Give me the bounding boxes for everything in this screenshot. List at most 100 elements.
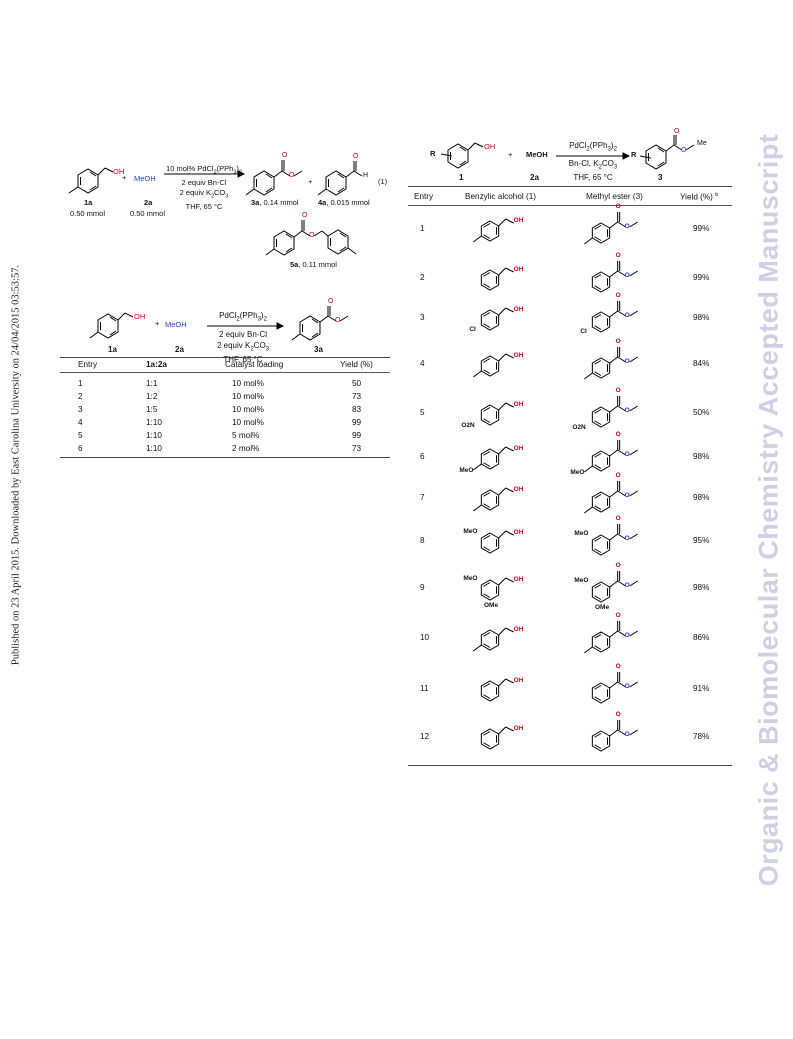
benzylic-alcohol-structure: OH (458, 713, 548, 761)
table1-cell: 1 (78, 379, 83, 388)
scheme1-plus2: + (308, 177, 313, 186)
benzylic-alcohol-structure: OH (458, 340, 548, 388)
table2-header-ester: Methyl ester (3) (586, 192, 643, 201)
table1-cell: 50 (352, 379, 362, 388)
carbonyl-o-label: O (615, 612, 621, 619)
table1-cell: 1:10 (146, 418, 162, 427)
table2-me-label: Me (697, 140, 707, 147)
ester-o-label: O (624, 632, 630, 639)
benzylic-alcohol-structure: OH O2N (458, 389, 548, 437)
carbonyl-o-label: O (615, 338, 621, 345)
table1-plus: + (155, 319, 160, 328)
scheme1-reagent-amount: 0.50 mmol (130, 209, 166, 218)
table2-entry: 9 (420, 583, 425, 592)
table2-yield: 84% (693, 359, 710, 368)
table1-cell: 10 mol% (232, 418, 264, 427)
table1-cell: 99 (352, 431, 362, 440)
table1-cell: 1:1 (146, 379, 158, 388)
table1-cell: 5 mol% (232, 431, 260, 440)
carbonyl-o-label: O (615, 292, 621, 299)
ester-o-label: O (624, 312, 630, 319)
table1-cell: 4 (78, 418, 83, 427)
scheme1-prod3: 3a, 0.14 mmol (251, 198, 299, 207)
scheme1-sm-amount: 0.50 mmol (70, 209, 106, 218)
meo-label: MeO (463, 575, 478, 582)
methyl-ester-structure: O O MeO (573, 515, 663, 565)
meo-label: MeO (574, 530, 589, 537)
ester-o-label: O (624, 358, 630, 365)
meo-label: MeO (459, 467, 474, 474)
table2-r-label: R (430, 149, 436, 158)
table2-yield: 98% (693, 452, 710, 461)
table1-reagent-id: 2a (175, 345, 184, 354)
meo-label: MeO (463, 528, 478, 535)
table1-meoh: MeOH (165, 320, 187, 329)
scheme1-arrow (164, 170, 246, 178)
scheme1-sm-id: 1a (84, 198, 93, 207)
cl-label: Cl (580, 328, 587, 335)
table2-yield: 78% (693, 732, 710, 741)
table1-cell: 73 (352, 392, 362, 401)
table2-yield: 98% (693, 313, 710, 322)
carbonyl-o-label: O (615, 252, 621, 259)
table2-yield: 99% (693, 224, 710, 233)
ester-o-label: O (624, 535, 630, 542)
table2-yield: 50% (693, 408, 710, 417)
table2-yield: 98% (693, 583, 710, 592)
table1-sm-id: 1a (108, 345, 117, 354)
oh-label: OH (513, 217, 524, 224)
benzylic-alcohol-structure: OH (458, 205, 548, 253)
benzylic-alcohol-structure: OH MeO (458, 517, 548, 565)
methyl-ester-structure: O O Cl (573, 292, 663, 342)
table1-cell: 1:5 (146, 405, 158, 414)
table2-entry: 6 (420, 452, 425, 461)
carbonyl-o-label: O (615, 203, 621, 210)
methyl-ester-structure: O O MeO OMe (573, 562, 663, 612)
table2-entry: 5 (420, 408, 425, 417)
table1-cell: 2 mol% (232, 444, 260, 453)
table1-header-entry: Entry (78, 360, 98, 369)
table2-substrate-scope: R OH + MeOH R O O Me PdCl2(PPh3)2 Bn-Cl,… (408, 128, 732, 773)
table1-cell: 1:2 (146, 392, 158, 401)
table1-scheme-structures (89, 306, 349, 341)
benzylic-alcohol-structure: OH MeO (458, 433, 548, 481)
ester-o-label: O (624, 582, 630, 589)
benzylic-alcohol-structure: OH MeO OMe (458, 564, 548, 612)
methyl-ester-structure: O O MeO (570, 431, 663, 481)
benzylic-alcohol-structure: OH (458, 665, 548, 713)
oh-label: OH (513, 576, 524, 583)
table1-cell: 5 (78, 431, 83, 440)
table1-header-catalyst: Catalyst loading (225, 360, 284, 369)
oh-label: OH (513, 401, 524, 408)
table2-entry: 4 (420, 359, 425, 368)
carbonyl-o-label: O (615, 515, 621, 522)
meo-label: MeO (570, 469, 585, 476)
table1-cell: 2 (78, 392, 83, 401)
meo-label: MeO (574, 577, 589, 584)
table2-plus: + (508, 150, 513, 159)
table1-optimization: OH + MeOH O O PdCl2(PPh3)2 2 equiv Bn-Cl… (60, 298, 390, 465)
table2-entry: 7 (420, 493, 425, 502)
oh-label: OH (513, 352, 524, 359)
carbonyl-o-label: O (615, 387, 621, 394)
scheme1-aldehyde-structure (317, 161, 363, 196)
methyl-ester-structure: O O O2N (572, 387, 663, 437)
table2-yield: 91% (693, 684, 710, 693)
table1-cell: 6 (78, 444, 83, 453)
table2-yield: 95% (693, 536, 710, 545)
oh-label: OH (513, 306, 524, 313)
table2-header-alcohol: Benzylic alcohol (1) (465, 192, 536, 201)
oh-label: OH (513, 529, 524, 536)
scheme1-reagent-id: 2a (144, 198, 153, 207)
scheme1-equation-number: (1) (378, 177, 388, 186)
table2-conditions: PdCl2(PPh3)2 Bn-Cl, K2CO3 THF, 65 °C (568, 141, 618, 183)
ester-o-label: O (624, 492, 630, 499)
ester-o-label: O (624, 731, 630, 738)
table2-header-yield: Yield (%) b (680, 192, 719, 202)
oh-label: OH (513, 626, 524, 633)
table2-entry: 12 (420, 732, 430, 741)
